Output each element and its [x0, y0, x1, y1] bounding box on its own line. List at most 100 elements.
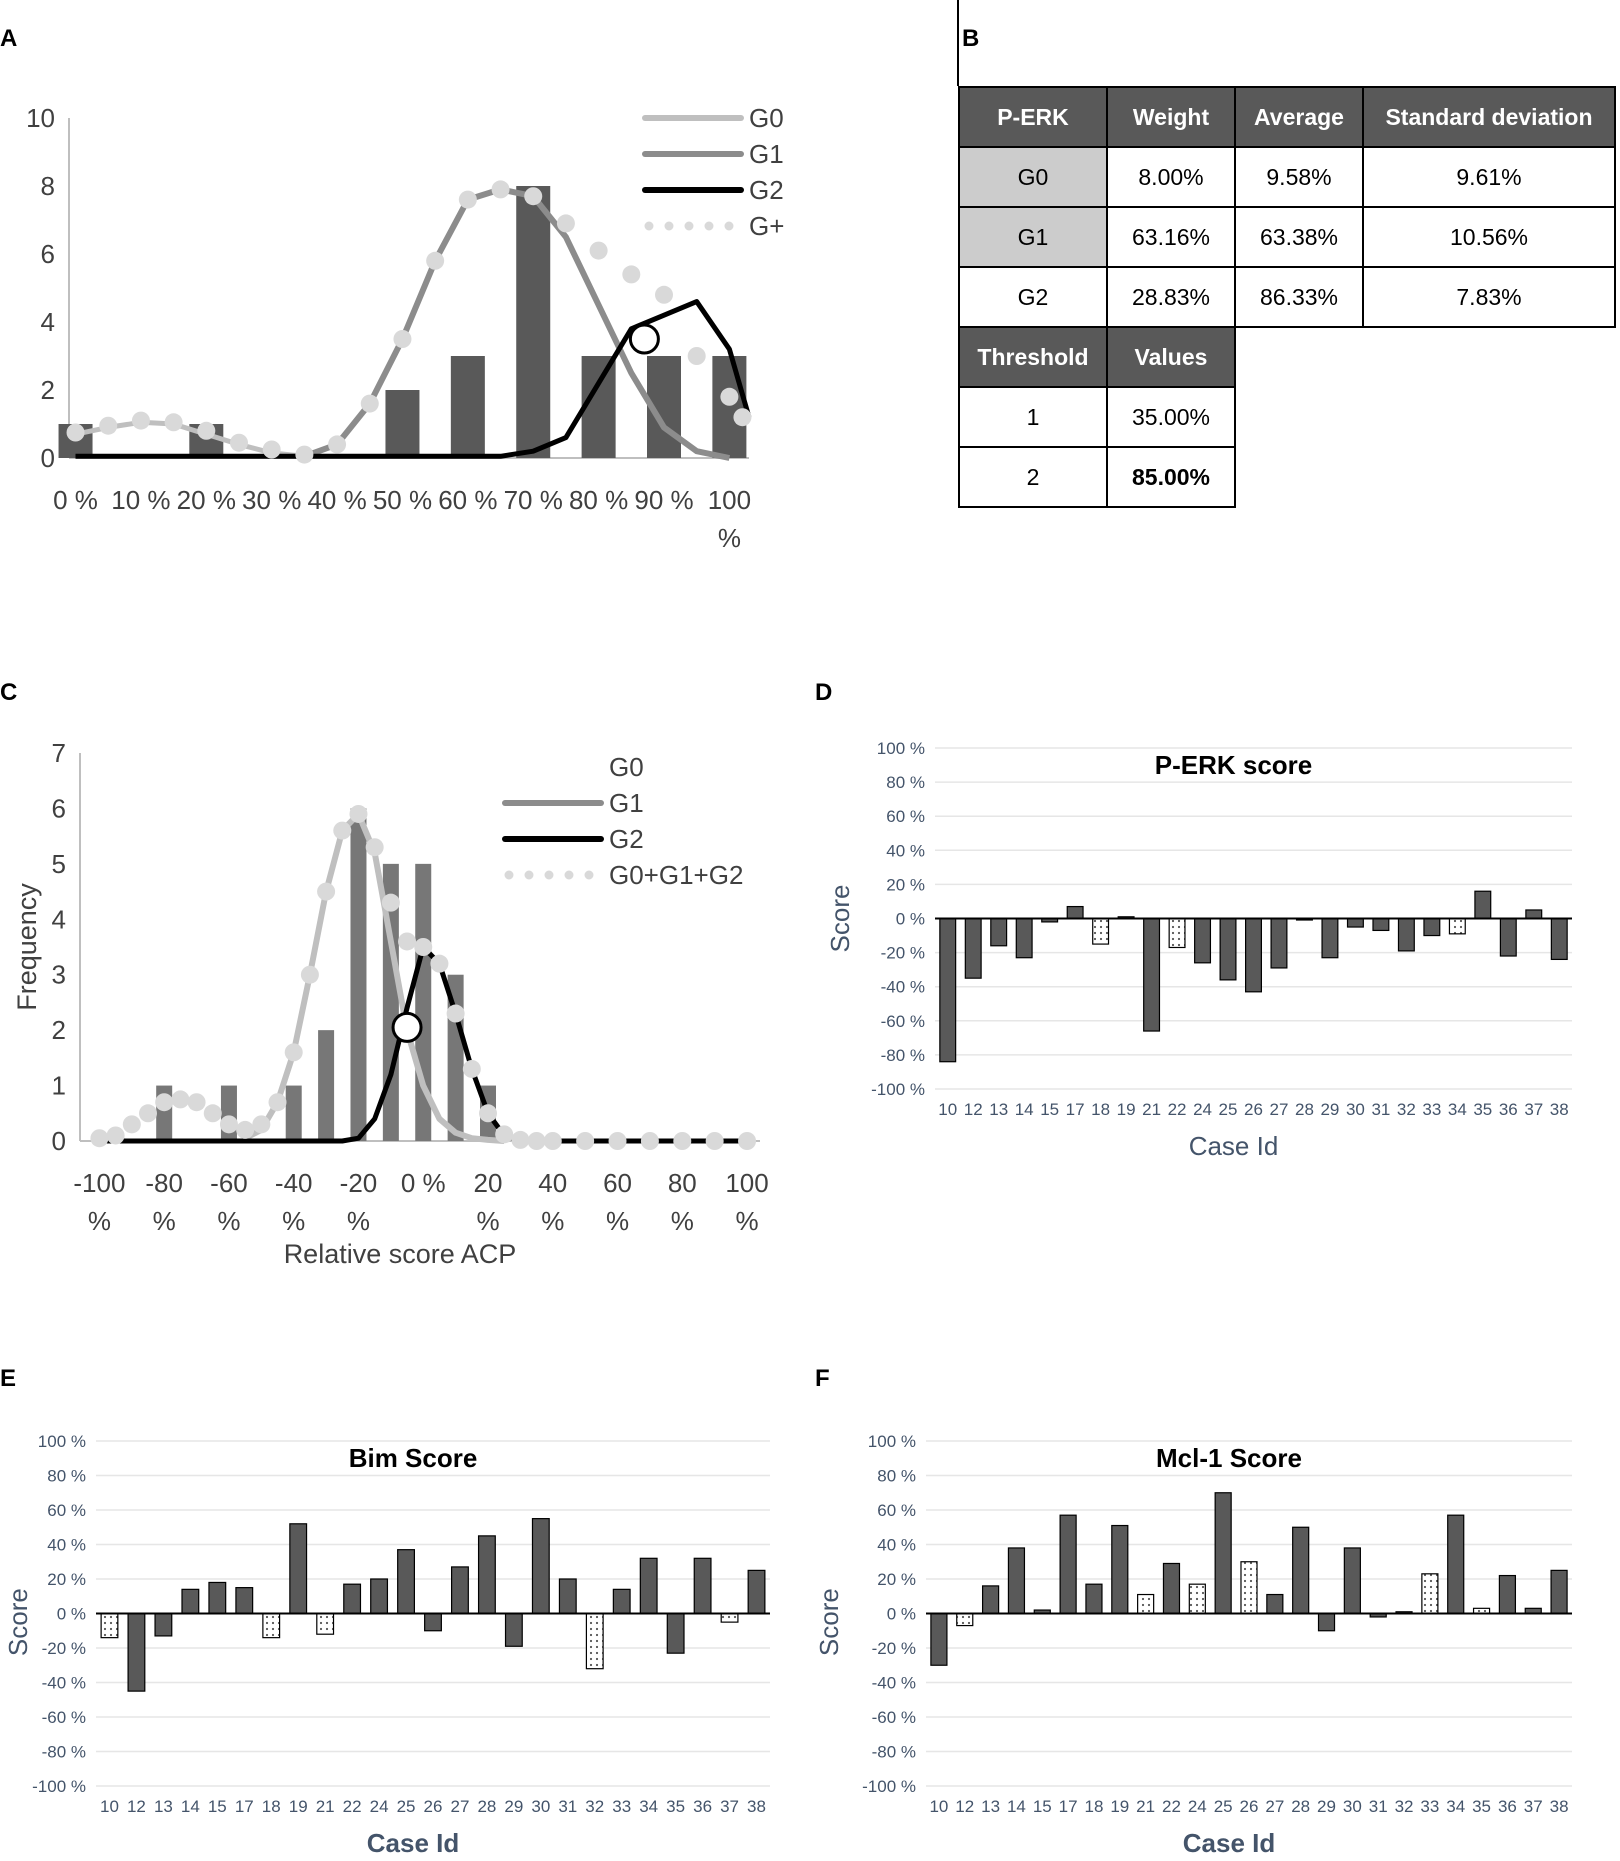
score-bar	[1550, 917, 1568, 961]
score-bar	[1499, 917, 1517, 957]
x-tick-label-unit: %	[735, 1206, 758, 1236]
x-tick-label: 18	[1084, 1797, 1103, 1816]
x-tick-label: 31	[1369, 1797, 1388, 1816]
score-bar-dotted	[720, 1612, 739, 1623]
score-bar-dotted	[1421, 1573, 1439, 1615]
sum-dot	[673, 1132, 692, 1150]
y-tick-label: -80 %	[872, 1743, 916, 1762]
x-tick-label: 60 %	[438, 485, 497, 515]
x-tick-label: 22	[1168, 1100, 1187, 1119]
y-tick-label: 0	[52, 1126, 66, 1156]
x-tick-label: 24	[1188, 1797, 1207, 1816]
x-tick-label-unit: %	[282, 1206, 305, 1236]
histogram-bar	[581, 356, 616, 458]
table-row: G0 8.00% 9.58% 9.61%	[958, 146, 1616, 208]
y-tick-label: 40 %	[886, 841, 925, 860]
x-tick-label: 35	[1473, 1100, 1492, 1119]
histogram-bar	[385, 390, 420, 458]
x-tick-label: 14	[181, 1797, 200, 1816]
score-bar-dotted	[1092, 917, 1110, 945]
sum-dot	[393, 330, 412, 348]
table-cell-label: 1	[958, 386, 1108, 448]
panel-label-d: D	[815, 679, 832, 706]
score-bar	[1321, 917, 1339, 959]
x-tick-label: 37	[1524, 1100, 1543, 1119]
score-bar	[289, 1523, 308, 1615]
sum-dot	[365, 838, 384, 857]
score-bar	[424, 1612, 442, 1632]
sum-dot	[576, 1132, 595, 1150]
y-tick-label: -100 %	[862, 1777, 916, 1796]
score-bar	[1423, 917, 1441, 937]
x-tick-label: 19	[289, 1797, 308, 1816]
score-bar-dotted	[1168, 917, 1186, 949]
x-tick-label: 21	[316, 1797, 335, 1816]
sum-dot	[720, 387, 739, 406]
x-tick-label: 31	[558, 1797, 577, 1816]
y-axis-title: Score	[825, 885, 855, 953]
y-tick-label: -20 %	[42, 1639, 86, 1658]
y-tick-label: 2	[52, 1015, 66, 1045]
score-bar	[1317, 1612, 1336, 1632]
score-bar	[1059, 1514, 1077, 1615]
x-tick-label: 34	[1448, 1100, 1467, 1119]
x-tick-label: 30	[1343, 1797, 1362, 1816]
score-bar	[1474, 890, 1492, 920]
x-tick-label: 36	[1499, 1100, 1518, 1119]
x-tick-label: 90 %	[634, 485, 693, 515]
score-bar	[981, 1585, 1000, 1615]
x-tick-label: 33	[612, 1797, 631, 1816]
sum-dot	[317, 882, 336, 901]
sum-dot	[640, 1132, 659, 1150]
x-tick-label: 26	[424, 1797, 443, 1816]
score-bar	[235, 1587, 254, 1615]
score-bar-dotted	[1188, 1583, 1206, 1615]
x-tick-label-unit: %	[153, 1206, 176, 1236]
table-cell-label: 2	[958, 446, 1108, 508]
score-bar	[612, 1588, 631, 1615]
table-header-cell: Threshold	[958, 326, 1108, 388]
y-tick-label: 4	[41, 307, 55, 337]
x-axis-title: Case Id	[367, 1828, 460, 1858]
table-header-cell: Standard deviation	[1362, 86, 1616, 148]
sum-dot	[543, 1132, 562, 1150]
series-line-g1	[243, 811, 505, 1144]
y-tick-label: 0	[41, 443, 55, 473]
sum-dot	[733, 408, 752, 427]
score-bar	[1214, 1492, 1232, 1615]
panel-label-c: C	[0, 679, 17, 706]
table-cell: 9.58%	[1234, 146, 1364, 208]
table-header-cell: P-ERK	[958, 86, 1108, 148]
y-tick-label: 0 %	[57, 1605, 86, 1624]
y-tick-label: -60 %	[881, 1012, 925, 1031]
score-bar-dotted	[100, 1612, 119, 1639]
sum-dot	[491, 180, 510, 199]
sum-dot	[738, 1132, 757, 1150]
sum-dot	[479, 1104, 497, 1123]
sum-dot	[462, 1059, 481, 1078]
sum-dot	[527, 1132, 546, 1150]
y-tick-label: 40 %	[47, 1536, 86, 1555]
intersection-marker	[391, 1011, 423, 1043]
table-header-cell: Average	[1234, 86, 1364, 148]
x-tick-label: 33	[1422, 1100, 1441, 1119]
x-tick-label-unit: %	[606, 1206, 629, 1236]
score-bar	[1111, 1524, 1129, 1615]
chart-title: P-ERK score	[1155, 750, 1313, 780]
table-cell: 63.38%	[1234, 206, 1364, 268]
panel-label-f: F	[815, 1365, 830, 1392]
sum-dot	[66, 423, 85, 442]
x-tick-label: 33	[1420, 1797, 1439, 1816]
sum-dot	[458, 190, 477, 209]
score-bar	[747, 1569, 766, 1615]
score-bar	[531, 1518, 550, 1615]
x-tick-label: 26	[1244, 1100, 1263, 1119]
sum-dot	[349, 804, 368, 823]
score-bar	[1397, 917, 1415, 952]
sum-dot	[511, 1130, 530, 1149]
y-tick-label: 20 %	[47, 1570, 86, 1589]
x-tick-label: -80	[145, 1168, 183, 1198]
histogram-bar	[450, 356, 485, 458]
legend-label: G1	[609, 788, 644, 818]
sum-dot	[622, 265, 641, 284]
